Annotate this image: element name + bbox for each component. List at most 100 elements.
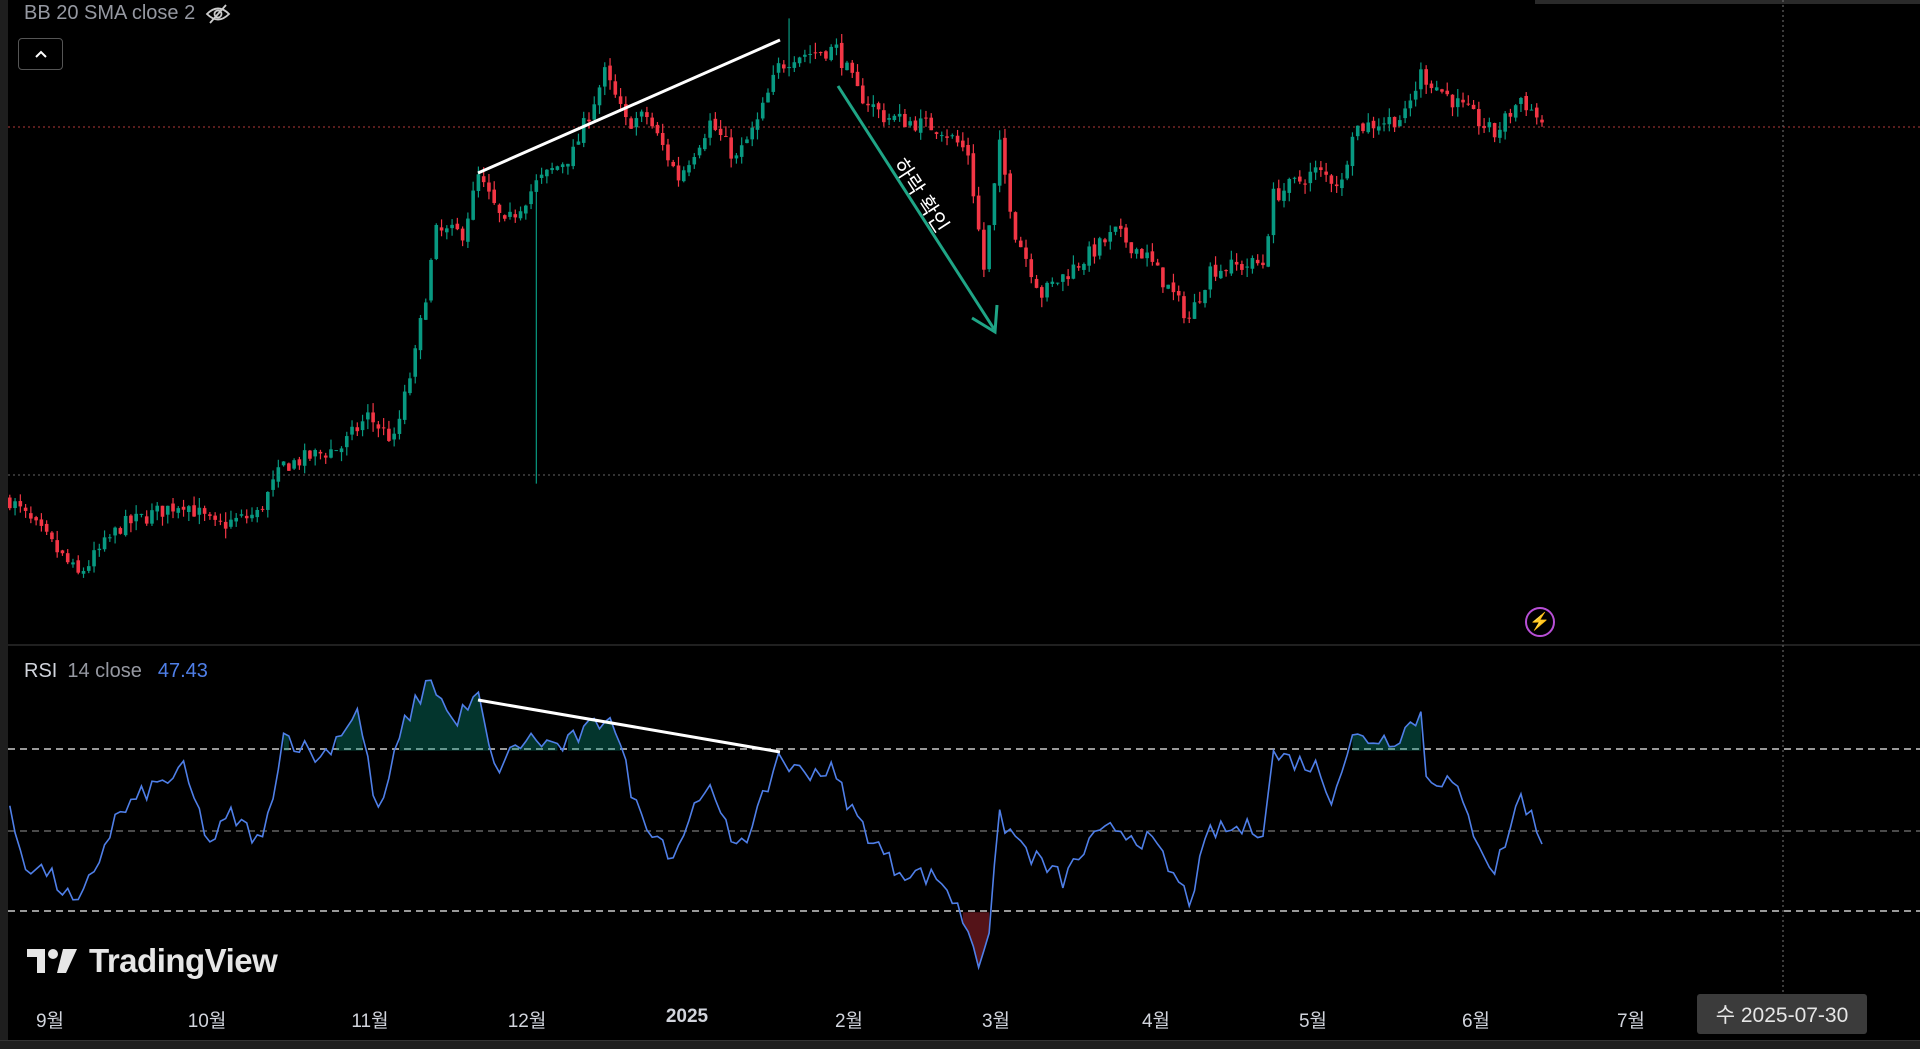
candle-body [1292,177,1297,179]
candle [1403,100,1407,124]
candle [1076,262,1081,271]
candle [250,507,254,522]
candle-body [355,427,360,432]
candle-body [471,190,475,220]
candle [708,113,712,146]
candle-body [329,449,333,458]
candle-body [402,391,407,420]
candle [86,560,91,574]
candle-body [718,128,723,136]
candle-body [118,528,123,534]
candle-body [476,174,481,192]
candle [1219,264,1223,280]
candle [824,50,828,61]
lightning-icon[interactable]: ⚡ [1525,607,1555,637]
candle-body [108,537,112,539]
candle-body [618,96,623,104]
candle [397,410,402,440]
candle [613,74,618,98]
candle-body [1176,290,1181,296]
candle [276,459,281,488]
candle-body [1487,122,1492,128]
candle-body [1287,178,1292,193]
candle-body [387,428,391,441]
candle-body [123,515,128,536]
candle-body [144,516,149,524]
candle-body [1366,122,1371,133]
candle-body [76,560,81,573]
candle-body [934,132,939,134]
candle-body [1013,212,1018,240]
time-axis-label: 11월 [351,1011,389,1032]
candle [545,169,549,184]
candle-body [1371,120,1376,129]
down-arrow[interactable] [836,85,999,335]
rsi-legend[interactable]: RSI 14 close 47.43 [24,660,208,683]
candle [1050,277,1055,287]
candle-body [1182,296,1186,319]
candle [845,60,849,71]
candle-body [560,164,565,168]
candle-body [23,507,28,511]
candle [508,202,512,220]
candle-body [1124,227,1128,243]
candle [982,222,986,278]
candle-body [976,195,981,230]
logo-text: TradingView [89,942,278,979]
candle [813,42,818,60]
candle [929,113,934,131]
candle-body [876,103,881,110]
candle-body [197,507,202,515]
candle-body [1250,258,1255,269]
candle [645,106,649,125]
candle [1503,111,1507,140]
candle [1134,247,1139,259]
candle-body [460,228,465,241]
candle-body [1398,120,1402,127]
candle [1477,101,1481,135]
candle-body [813,52,818,54]
trend-line-price[interactable] [477,38,781,175]
collapse-legend-button[interactable] [18,38,63,70]
candle-body [1155,262,1160,266]
candle-body [429,259,433,301]
bb-legend[interactable]: BB 20 SMA close 2 [24,2,231,25]
candle-body [571,146,575,167]
candle-body [1503,113,1507,132]
candle [1355,125,1360,141]
candle-body [676,165,681,181]
candle [697,144,702,159]
candle [255,507,260,523]
candle-body [1361,123,1365,132]
tradingview-logo[interactable]: TradingView [27,942,278,980]
candle [766,88,770,103]
candle-body [1045,282,1049,298]
candle [434,223,439,261]
trend-line-rsi[interactable] [477,698,781,754]
candle-body [929,117,934,131]
candle [313,448,317,466]
candle [1429,80,1434,94]
candle-body [971,153,976,197]
candle [1424,65,1428,94]
rsi-overbought-fill [1352,711,1421,751]
candle-body [939,135,944,137]
candle [92,541,96,573]
candle [1524,92,1529,116]
candle-body [950,135,955,137]
candle [729,129,733,168]
candle [961,132,965,152]
candle-body [1034,278,1039,288]
candle-body [992,183,997,225]
candle-body [255,509,260,518]
candle-body [1097,238,1102,256]
candle [176,506,181,519]
candle-body [818,52,823,54]
candle-body [413,348,418,377]
candle-body [181,506,186,510]
candle [629,116,633,129]
eye-off-icon[interactable] [205,3,231,25]
candle [818,51,823,56]
candle-body [1145,252,1149,259]
